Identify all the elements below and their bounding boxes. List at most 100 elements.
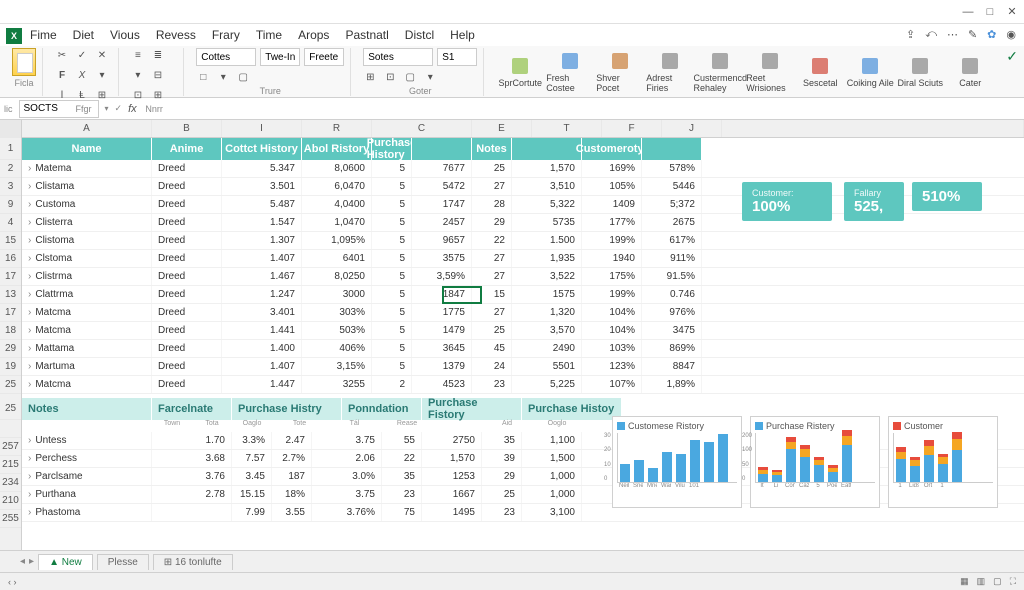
- ribbon-btn[interactable]: ▾: [95, 68, 109, 82]
- cell[interactable]: Dreed: [152, 376, 222, 393]
- cell[interactable]: 5: [372, 214, 412, 231]
- column-header[interactable]: B: [152, 120, 222, 137]
- dropdown-icon[interactable]: ▾: [105, 104, 109, 113]
- cell[interactable]: 5.487: [222, 196, 302, 213]
- cell[interactable]: 2.78: [152, 486, 232, 503]
- ribbon-command[interactable]: Diral Sciuts: [896, 56, 944, 88]
- fx-label[interactable]: fx: [128, 103, 137, 115]
- table-header-cell[interactable]: Notes: [472, 138, 512, 160]
- cell[interactable]: [152, 504, 232, 521]
- cancel-icon[interactable]: ✓: [115, 103, 123, 114]
- combo[interactable]: Freete: [304, 48, 344, 66]
- cell[interactable]: 503%: [302, 322, 372, 339]
- cell[interactable]: 25: [472, 160, 512, 177]
- cell[interactable]: Dreed: [152, 214, 222, 231]
- maximize-button[interactable]: □: [984, 6, 996, 18]
- menu-item[interactable]: Fime: [30, 28, 57, 42]
- cell[interactable]: 617%: [642, 232, 702, 249]
- cell[interactable]: Clstoma: [22, 250, 152, 267]
- sheet-tab[interactable]: Plesse: [97, 554, 149, 570]
- bold-icon[interactable]: F: [55, 68, 69, 82]
- cell[interactable]: 175%: [582, 268, 642, 285]
- cell[interactable]: 6401: [302, 250, 372, 267]
- table-header-cell[interactable]: [512, 138, 582, 160]
- cell[interactable]: Perchess: [22, 450, 152, 467]
- cell[interactable]: 27: [472, 304, 512, 321]
- cell[interactable]: 5: [372, 250, 412, 267]
- ribbon-command[interactable]: Cater: [946, 56, 994, 88]
- cell[interactable]: 1,095%: [302, 232, 372, 249]
- cell[interactable]: 7.57: [232, 450, 272, 467]
- cell[interactable]: 3.76: [152, 468, 232, 485]
- cell[interactable]: 1.441: [222, 322, 302, 339]
- ribbon-btn[interactable]: ▾: [423, 70, 437, 84]
- ribbon-btn[interactable]: ⊞: [363, 70, 377, 84]
- cell[interactable]: 15: [472, 286, 512, 303]
- cell[interactable]: 3,522: [512, 268, 582, 285]
- close-button[interactable]: ✕: [1006, 6, 1018, 18]
- cell[interactable]: 29: [472, 214, 512, 231]
- menu-item[interactable]: Frary: [212, 28, 240, 42]
- cell[interactable]: 29: [482, 468, 522, 485]
- cell[interactable]: 2: [372, 376, 412, 393]
- cell[interactable]: 1.447: [222, 376, 302, 393]
- minimize-button[interactable]: —: [962, 6, 974, 18]
- view-icon[interactable]: ▥: [977, 576, 986, 587]
- cell[interactable]: 7.99: [232, 504, 272, 521]
- cell[interactable]: 3.401: [222, 304, 302, 321]
- cell[interactable]: Untess: [22, 432, 152, 449]
- cell[interactable]: 9657: [412, 232, 472, 249]
- cell[interactable]: 123%: [582, 358, 642, 375]
- cell[interactable]: 5735: [512, 214, 582, 231]
- more-icon[interactable]: ⋯: [947, 28, 958, 41]
- cell[interactable]: 45: [472, 340, 512, 357]
- cell[interactable]: 5: [372, 304, 412, 321]
- pen-icon[interactable]: ✎: [968, 28, 977, 41]
- cell[interactable]: 5,322: [512, 196, 582, 213]
- cell[interactable]: 0.746: [642, 286, 702, 303]
- cell[interactable]: 1253: [422, 468, 482, 485]
- cell[interactable]: 3645: [412, 340, 472, 357]
- cell[interactable]: 107%: [582, 376, 642, 393]
- cell[interactable]: 1,570: [422, 450, 482, 467]
- ribbon-command[interactable]: Fresh Costee: [546, 51, 594, 93]
- table-header-cell[interactable]: Abol Ristory: [302, 138, 372, 160]
- cell[interactable]: 1,935: [512, 250, 582, 267]
- cell[interactable]: 1747: [412, 196, 472, 213]
- cell[interactable]: 1495: [422, 504, 482, 521]
- cell[interactable]: 5501: [512, 358, 582, 375]
- row-header[interactable]: 3: [0, 178, 21, 196]
- nav-icon[interactable]: ›: [14, 577, 17, 587]
- cell[interactable]: 5: [372, 178, 412, 195]
- ribbon-btn[interactable]: ▾: [216, 70, 230, 84]
- cell[interactable]: 23: [482, 504, 522, 521]
- cell[interactable]: 1847: [412, 286, 472, 303]
- font-size-combo[interactable]: S1: [437, 48, 477, 66]
- nav-icon[interactable]: ‹: [8, 577, 11, 587]
- cell[interactable]: Clattrma: [22, 286, 152, 303]
- cell[interactable]: Phastoma: [22, 504, 152, 521]
- column-header[interactable]: E: [472, 120, 532, 137]
- cell[interactable]: Clistrma: [22, 268, 152, 285]
- row-header[interactable]: 4: [0, 214, 21, 232]
- cell[interactable]: Customa: [22, 196, 152, 213]
- cell[interactable]: 3,100: [522, 504, 582, 521]
- cell[interactable]: 27: [472, 268, 512, 285]
- row-header[interactable]: 234: [0, 474, 21, 492]
- combo[interactable]: Twe-In: [260, 48, 300, 66]
- cell[interactable]: 1.247: [222, 286, 302, 303]
- cell[interactable]: Matcma: [22, 304, 152, 321]
- table-header-cell[interactable]: Ponndation: [342, 398, 422, 420]
- table-header-cell[interactable]: Customeroty:: [582, 138, 642, 160]
- cell[interactable]: 187: [272, 468, 312, 485]
- ribbon-command[interactable]: Custermencd Rehaley: [696, 51, 744, 93]
- cell[interactable]: 5: [372, 268, 412, 285]
- cell[interactable]: Purthana: [22, 486, 152, 503]
- cell[interactable]: 5: [372, 340, 412, 357]
- cell[interactable]: 1667: [422, 486, 482, 503]
- row-header[interactable]: 2: [0, 160, 21, 178]
- cell[interactable]: 3.68: [152, 450, 232, 467]
- name-box[interactable]: SOCTS: [19, 100, 99, 118]
- cell[interactable]: 5: [372, 358, 412, 375]
- cell[interactable]: 1,89%: [642, 376, 702, 393]
